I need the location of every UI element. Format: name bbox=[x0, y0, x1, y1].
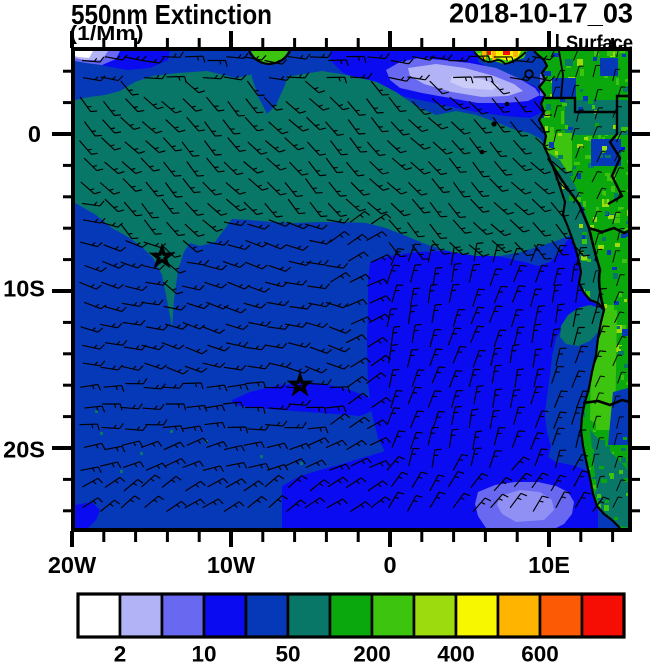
svg-text:10W: 10W bbox=[207, 552, 256, 578]
svg-text:Surface: Surface bbox=[566, 32, 633, 55]
svg-text:200: 200 bbox=[353, 642, 391, 667]
svg-text:10: 10 bbox=[191, 642, 216, 667]
svg-text:(1/Mm): (1/Mm) bbox=[70, 23, 144, 45]
svg-text:2: 2 bbox=[114, 642, 127, 667]
svg-text:20S: 20S bbox=[3, 437, 45, 463]
svg-text:600: 600 bbox=[521, 642, 559, 667]
svg-text:10S: 10S bbox=[3, 276, 45, 302]
svg-text:20W: 20W bbox=[48, 552, 97, 578]
svg-text:2018-10-17_03: 2018-10-17_03 bbox=[449, 0, 633, 29]
svg-text:0: 0 bbox=[383, 552, 396, 578]
svg-text:400: 400 bbox=[437, 642, 475, 667]
svg-text:550nm Extinction: 550nm Extinction bbox=[71, 0, 272, 30]
svg-text:50: 50 bbox=[275, 642, 300, 667]
svg-text:0: 0 bbox=[28, 121, 41, 147]
svg-text:10E: 10E bbox=[528, 552, 570, 578]
